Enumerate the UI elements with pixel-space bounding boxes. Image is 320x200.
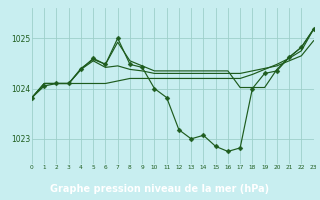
Text: Graphe pression niveau de la mer (hPa): Graphe pression niveau de la mer (hPa) xyxy=(51,184,269,194)
